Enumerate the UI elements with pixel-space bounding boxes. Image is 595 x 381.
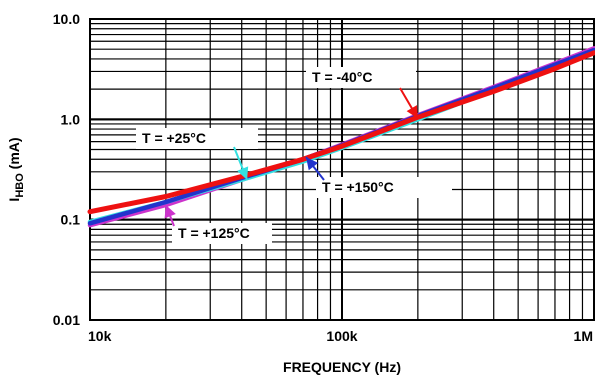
x-axis-title: FREQUENCY (Hz): [283, 359, 401, 375]
annotation-arrow-head: [306, 157, 319, 171]
annotation-layer: T = -40°C T = +25°C T = +150°C T = +125°C: [136, 67, 452, 244]
y-tick-label: 1.0: [61, 111, 81, 127]
annotation-label: T = +150°C: [322, 179, 394, 195]
y-axis-title: IHBO (mA): [6, 137, 26, 201]
y-tick-label: 10.0: [53, 11, 80, 27]
x-tick-labels: 10k 100k 1M: [88, 328, 593, 344]
annotation-label: T = +25°C: [142, 130, 206, 146]
annotation-box: [136, 128, 258, 149]
y-tick-label: 0.01: [53, 312, 80, 328]
y-tick-labels: 0.01 0.1 1.0 10.0: [53, 11, 80, 328]
annotation-box: [306, 67, 416, 88]
grid: [89, 18, 595, 321]
y-axis-title-unit: (mA): [6, 137, 22, 173]
series-layer: [87, 46, 595, 228]
annotation-arrow-head: [237, 166, 249, 180]
annotation-box: [316, 177, 452, 198]
x-tick-label: 1M: [574, 328, 593, 344]
x-tick-label: 10k: [88, 328, 112, 344]
annotation-arrow-head: [406, 105, 418, 119]
y-axis-title-subscript: HBO: [14, 173, 26, 198]
annotation-box: [172, 223, 272, 244]
y-tick-label: 0.1: [61, 212, 81, 228]
plot-frame: [89, 18, 595, 321]
annotation-label: T = +125°C: [178, 225, 250, 241]
annotation-label: T = -40°C: [312, 69, 372, 85]
annotation-arrow-head: [164, 205, 176, 219]
x-tick-label: 100k: [326, 328, 357, 344]
y-axis-title-main: I: [6, 198, 22, 202]
series-line: [87, 50, 595, 215]
